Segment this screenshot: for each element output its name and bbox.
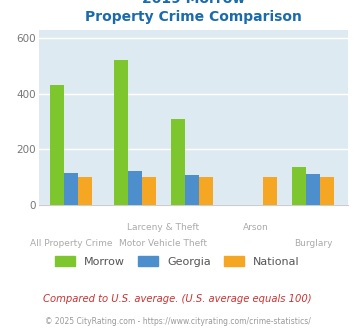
Text: Larceny & Theft: Larceny & Theft <box>127 223 199 232</box>
Bar <box>114 60 127 205</box>
Bar <box>78 177 92 205</box>
Text: Arson: Arson <box>243 223 268 232</box>
Bar <box>142 177 155 205</box>
Text: © 2025 CityRating.com - https://www.cityrating.com/crime-statistics/: © 2025 CityRating.com - https://www.city… <box>45 317 310 326</box>
Bar <box>320 177 334 205</box>
Bar <box>50 85 64 205</box>
Text: All Property Crime: All Property Crime <box>29 239 112 248</box>
Bar <box>185 176 199 205</box>
Bar <box>171 118 185 205</box>
Bar <box>199 177 213 205</box>
Text: Compared to U.S. average. (U.S. average equals 100): Compared to U.S. average. (U.S. average … <box>43 294 312 304</box>
Bar <box>64 173 78 205</box>
Legend: Morrow, Georgia, National: Morrow, Georgia, National <box>55 255 300 267</box>
Bar <box>306 174 320 205</box>
Bar <box>292 167 306 205</box>
Bar <box>127 171 142 205</box>
Text: Burglary: Burglary <box>294 239 332 248</box>
Title: 2019 Morrow
Property Crime Comparison: 2019 Morrow Property Crime Comparison <box>85 0 302 24</box>
Bar <box>263 177 277 205</box>
Text: Motor Vehicle Theft: Motor Vehicle Theft <box>119 239 207 248</box>
